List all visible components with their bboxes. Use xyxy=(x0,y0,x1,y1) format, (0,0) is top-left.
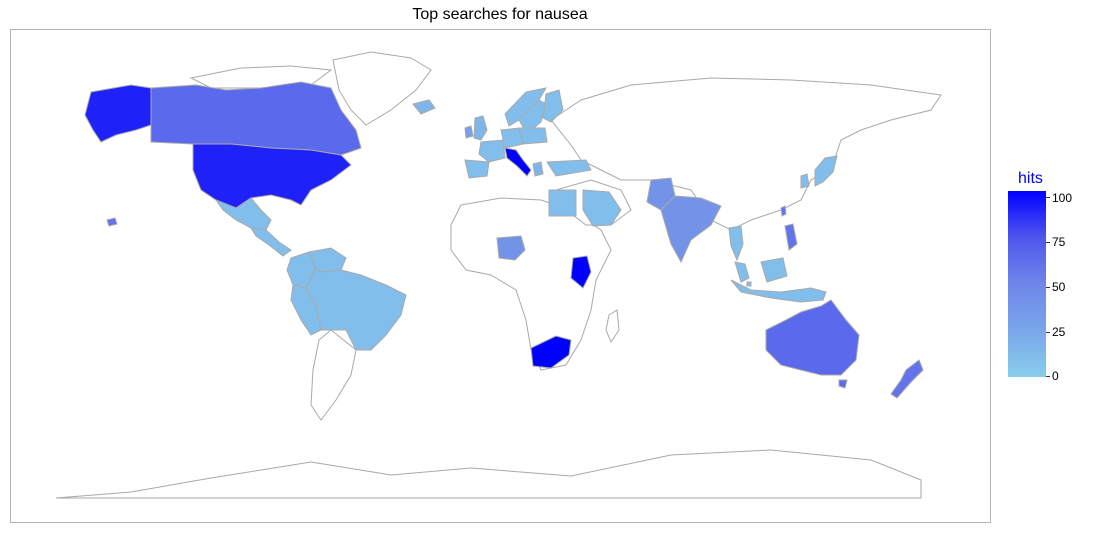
legend-tick-0: 0 xyxy=(1052,369,1059,383)
legend-tick-50: 50 xyxy=(1052,280,1066,294)
region-uk xyxy=(473,115,488,141)
choropleth-regions xyxy=(84,81,924,399)
eurasia xyxy=(550,77,942,231)
region-hawaii xyxy=(106,217,118,227)
region-mexico xyxy=(214,197,272,231)
region-japan xyxy=(814,155,838,187)
region-taiwan xyxy=(780,205,787,217)
region-poland xyxy=(518,127,548,145)
region-new-zealand xyxy=(890,359,924,399)
region-indonesia xyxy=(730,279,827,303)
legend-gradient-bar xyxy=(1008,191,1046,377)
region-alaska xyxy=(84,84,152,143)
map-panel xyxy=(10,29,991,523)
region-thailand xyxy=(728,225,744,262)
region-australia xyxy=(765,299,860,376)
region-egypt xyxy=(548,189,577,217)
region-borneo xyxy=(760,257,788,283)
region-italy xyxy=(504,147,532,177)
region-tasmania xyxy=(838,379,848,389)
madagascar xyxy=(605,309,620,344)
antarctica xyxy=(55,449,922,499)
region-malaysia xyxy=(734,261,750,283)
region-turkey xyxy=(546,159,592,177)
region-finland xyxy=(542,89,564,123)
greenland xyxy=(332,51,432,126)
legend-tick-25: 25 xyxy=(1052,325,1066,339)
region-india xyxy=(660,195,722,264)
region-spain xyxy=(464,159,490,179)
world-map xyxy=(55,51,942,499)
map-title: Top searches for nausea xyxy=(412,6,588,23)
region-south-africa xyxy=(530,335,572,369)
region-saudi xyxy=(582,189,622,227)
south-america-south xyxy=(310,329,357,421)
region-greece xyxy=(532,161,544,177)
region-canada xyxy=(150,81,362,156)
region-brazil xyxy=(305,267,407,351)
region-philippines xyxy=(784,223,798,251)
region-ireland xyxy=(464,125,474,139)
region-singapore xyxy=(746,281,752,287)
region-central-america xyxy=(250,227,292,257)
region-kenya xyxy=(570,255,592,289)
region-nigeria xyxy=(496,235,526,261)
region-france xyxy=(478,139,506,163)
color-legend: hits 100 75 50 25 0 xyxy=(1008,170,1088,390)
legend-tick-75: 75 xyxy=(1052,235,1066,249)
region-iceland xyxy=(412,99,436,115)
legend-tick-100: 100 xyxy=(1052,191,1073,205)
region-usa xyxy=(192,143,352,209)
legend-title: hits xyxy=(1018,170,1043,187)
region-south-korea xyxy=(800,173,810,189)
